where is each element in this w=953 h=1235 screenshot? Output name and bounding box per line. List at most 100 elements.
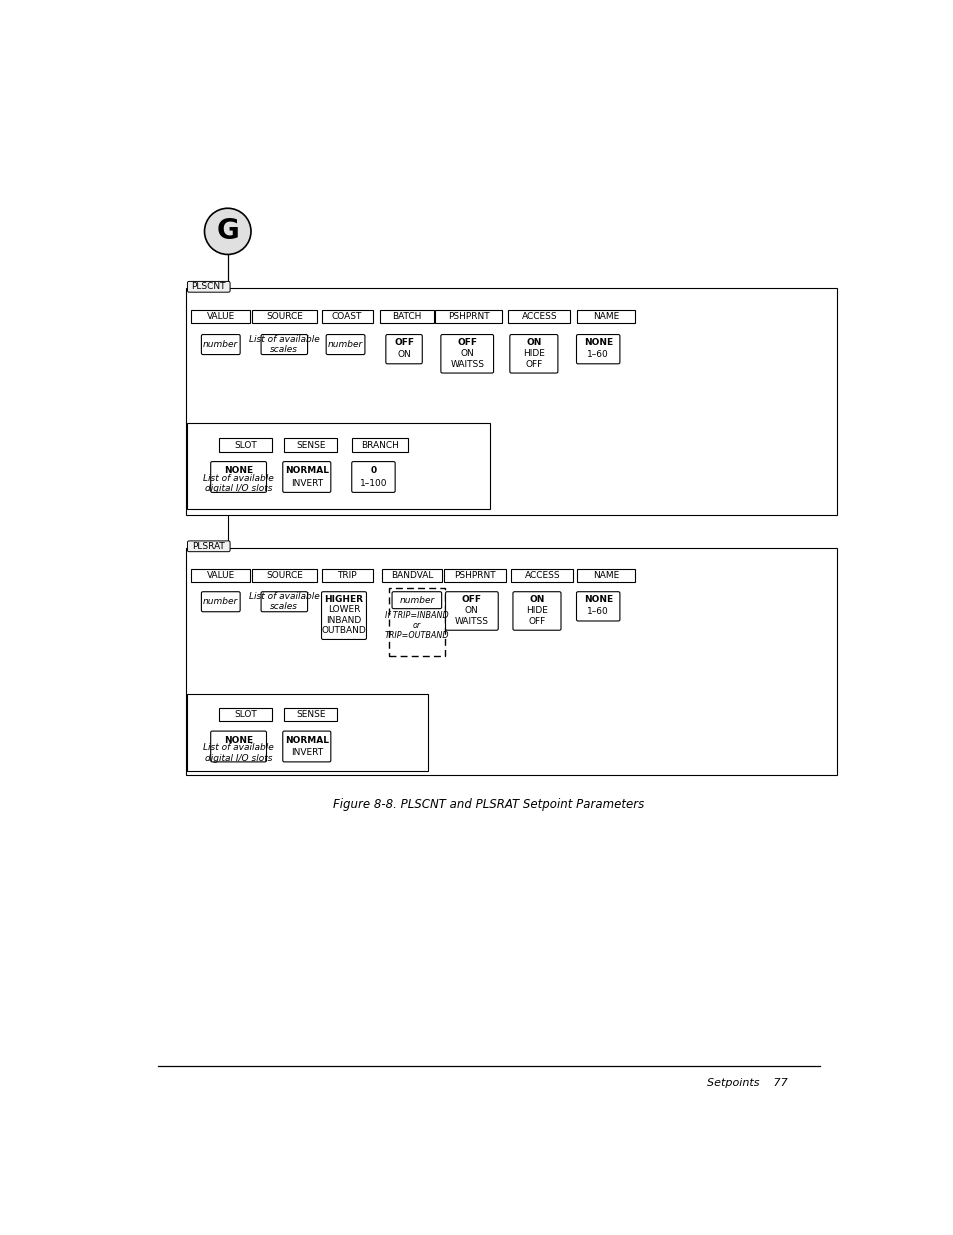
Text: NAME: NAME xyxy=(592,572,618,580)
Text: HIGHER: HIGHER xyxy=(324,594,363,604)
Text: SOURCE: SOURCE xyxy=(266,312,302,321)
Text: OUTBAND: OUTBAND xyxy=(321,626,366,636)
FancyBboxPatch shape xyxy=(577,569,634,583)
FancyBboxPatch shape xyxy=(192,310,250,324)
FancyBboxPatch shape xyxy=(211,462,266,493)
Text: OFF: OFF xyxy=(528,618,545,626)
Text: PLSCNT: PLSCNT xyxy=(191,283,226,291)
FancyBboxPatch shape xyxy=(576,335,619,364)
Text: SOURCE: SOURCE xyxy=(266,572,302,580)
FancyBboxPatch shape xyxy=(187,424,489,509)
Text: VALUE: VALUE xyxy=(207,312,234,321)
FancyBboxPatch shape xyxy=(219,708,272,721)
FancyBboxPatch shape xyxy=(186,548,836,776)
Text: ON: ON xyxy=(526,337,541,347)
Text: List of available
digital I/O slots: List of available digital I/O slots xyxy=(203,743,274,762)
FancyBboxPatch shape xyxy=(261,592,307,611)
FancyBboxPatch shape xyxy=(385,335,422,364)
FancyBboxPatch shape xyxy=(352,438,407,452)
FancyBboxPatch shape xyxy=(576,592,619,621)
Text: INVERT: INVERT xyxy=(291,748,322,757)
FancyBboxPatch shape xyxy=(513,592,560,630)
Text: PSHPRNT: PSHPRNT xyxy=(448,312,489,321)
Text: Setpoints    77: Setpoints 77 xyxy=(706,1078,786,1088)
Text: 1–60: 1–60 xyxy=(587,608,608,616)
Text: ON: ON xyxy=(396,350,411,359)
FancyBboxPatch shape xyxy=(187,694,427,771)
FancyBboxPatch shape xyxy=(252,310,316,324)
FancyBboxPatch shape xyxy=(261,335,307,354)
Text: NORMAL: NORMAL xyxy=(285,736,329,745)
Text: ACCESS: ACCESS xyxy=(521,312,557,321)
Text: G: G xyxy=(216,217,239,246)
FancyBboxPatch shape xyxy=(187,541,230,552)
FancyBboxPatch shape xyxy=(440,335,493,373)
Text: NONE: NONE xyxy=(583,595,612,604)
FancyBboxPatch shape xyxy=(435,310,501,324)
Text: 1–100: 1–100 xyxy=(359,479,387,488)
Text: NORMAL: NORMAL xyxy=(285,466,329,475)
FancyBboxPatch shape xyxy=(443,569,505,583)
FancyBboxPatch shape xyxy=(187,282,230,293)
Text: NONE: NONE xyxy=(583,338,612,347)
Text: OFF: OFF xyxy=(394,338,414,347)
Text: SENSE: SENSE xyxy=(295,441,325,450)
Text: VALUE: VALUE xyxy=(207,572,234,580)
Text: ON: ON xyxy=(464,606,478,615)
FancyBboxPatch shape xyxy=(321,592,366,640)
Text: NAME: NAME xyxy=(592,312,618,321)
Text: BATCH: BATCH xyxy=(392,312,421,321)
FancyBboxPatch shape xyxy=(321,569,373,583)
Text: HIDE: HIDE xyxy=(525,606,547,615)
Text: If TRIP=INBAND
or
TRIP=OUTBAND: If TRIP=INBAND or TRIP=OUTBAND xyxy=(384,610,449,641)
Text: List of available
digital I/O slots: List of available digital I/O slots xyxy=(203,474,274,493)
Circle shape xyxy=(204,209,251,254)
Text: BRANCH: BRANCH xyxy=(360,441,398,450)
FancyBboxPatch shape xyxy=(508,310,570,324)
FancyBboxPatch shape xyxy=(219,438,272,452)
Text: List of available
scales: List of available scales xyxy=(249,592,319,611)
FancyBboxPatch shape xyxy=(577,310,634,324)
Text: number: number xyxy=(203,598,238,606)
Text: HIDE: HIDE xyxy=(522,348,544,358)
Text: OFF: OFF xyxy=(461,595,481,604)
FancyBboxPatch shape xyxy=(445,592,497,630)
FancyBboxPatch shape xyxy=(282,731,331,762)
Text: COAST: COAST xyxy=(332,312,362,321)
FancyBboxPatch shape xyxy=(509,335,558,373)
FancyBboxPatch shape xyxy=(326,335,365,354)
Text: List of available
scales: List of available scales xyxy=(249,335,319,354)
Text: NONE: NONE xyxy=(224,466,253,475)
Text: 1–60: 1–60 xyxy=(587,350,608,359)
FancyBboxPatch shape xyxy=(282,462,331,493)
FancyBboxPatch shape xyxy=(379,310,434,324)
Text: number: number xyxy=(398,595,434,605)
FancyBboxPatch shape xyxy=(321,310,373,324)
FancyBboxPatch shape xyxy=(352,462,395,493)
Text: number: number xyxy=(328,340,363,350)
Text: INBAND: INBAND xyxy=(326,616,361,625)
Text: ON: ON xyxy=(529,595,544,604)
FancyBboxPatch shape xyxy=(211,731,266,762)
Text: PLSRAT: PLSRAT xyxy=(192,542,225,551)
Text: SLOT: SLOT xyxy=(233,710,256,719)
FancyBboxPatch shape xyxy=(284,438,336,452)
FancyBboxPatch shape xyxy=(511,569,573,583)
FancyBboxPatch shape xyxy=(201,335,240,354)
FancyBboxPatch shape xyxy=(201,592,240,611)
FancyBboxPatch shape xyxy=(192,569,250,583)
Text: LOWER: LOWER xyxy=(328,605,360,614)
FancyBboxPatch shape xyxy=(381,569,442,583)
Text: TRIP: TRIP xyxy=(337,572,356,580)
Text: NONE: NONE xyxy=(224,736,253,745)
Text: BANDVAL: BANDVAL xyxy=(391,572,433,580)
Text: 0: 0 xyxy=(370,466,376,475)
FancyBboxPatch shape xyxy=(389,588,444,656)
Text: OFF: OFF xyxy=(525,359,542,369)
FancyBboxPatch shape xyxy=(284,708,336,721)
Text: ACCESS: ACCESS xyxy=(524,572,559,580)
FancyBboxPatch shape xyxy=(392,592,441,609)
FancyBboxPatch shape xyxy=(252,569,316,583)
Text: PSHPRNT: PSHPRNT xyxy=(454,572,496,580)
FancyBboxPatch shape xyxy=(186,288,836,515)
